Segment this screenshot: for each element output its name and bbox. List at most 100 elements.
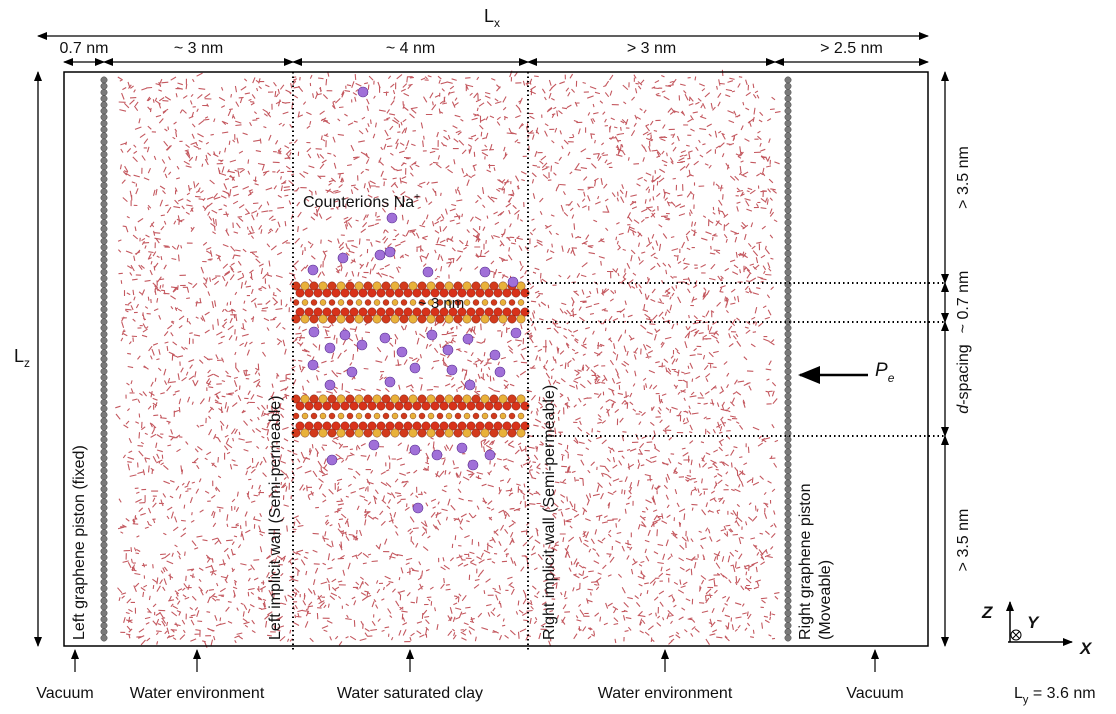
graphene-atom [785, 399, 791, 405]
region-label: Vacuum [846, 685, 904, 702]
graphene-atom [785, 77, 791, 83]
lz-symbol: L [14, 346, 24, 366]
graphene-atom [101, 337, 107, 343]
clay-atom [382, 315, 390, 323]
counterions-text: Counterions Na [303, 194, 414, 211]
sodium-ion [463, 334, 473, 344]
graphene-atom [785, 325, 791, 331]
graphene-atom [101, 294, 107, 300]
clay-atom [473, 300, 479, 306]
graphene-atom [101, 629, 107, 635]
clay-atom [383, 413, 389, 419]
graphene-atom [101, 269, 107, 275]
graphene-atom [101, 579, 107, 585]
graphene-atom [101, 405, 107, 411]
graphene-atom [101, 467, 107, 473]
clay-atom [356, 300, 362, 306]
graphene-atom [101, 77, 107, 83]
lx-symbol: L [484, 6, 494, 26]
graphene-atom [101, 244, 107, 250]
clay-atom [481, 429, 489, 437]
clay-atom [350, 289, 358, 297]
clay-atom [310, 429, 318, 437]
clay-atom [401, 300, 407, 306]
graphene-atom [785, 157, 791, 163]
clay-atom [463, 429, 471, 437]
clay-atom [365, 300, 371, 306]
graphene-atom [785, 573, 791, 579]
graphene-atom [101, 480, 107, 486]
graphene-atom [785, 548, 791, 554]
sodium-ion [485, 450, 495, 460]
counterions-label: Counterions Na+ [303, 192, 420, 211]
water-molecules [115, 70, 780, 648]
sodium-ion [357, 340, 367, 350]
graphene-atom [101, 424, 107, 430]
sodium-ion [508, 277, 518, 287]
graphene-atom [101, 616, 107, 622]
graphene-atom [785, 455, 791, 461]
clay-atom [437, 413, 443, 419]
graphene-atom [101, 498, 107, 504]
clay-atom [319, 429, 327, 437]
graphene-atom [101, 343, 107, 349]
graphene-atom [785, 560, 791, 566]
graphene-atom [101, 232, 107, 238]
graphene-atom [101, 368, 107, 374]
pressure-subscript: e [888, 371, 895, 385]
dimension-label: > 3.5 nm [955, 509, 972, 572]
clay-atom [391, 315, 399, 323]
clay-atom [431, 402, 439, 410]
graphene-atom [101, 418, 107, 424]
graphene-atom [101, 95, 107, 101]
sodium-ion [432, 450, 442, 460]
graphene-atom [785, 188, 791, 194]
sodium-ion [490, 350, 500, 360]
graphene-atom [101, 275, 107, 281]
clay-atom [508, 429, 516, 437]
graphene-atom [101, 170, 107, 176]
clay-atom [410, 300, 416, 306]
clay-atom [311, 413, 317, 419]
clay-atom [476, 289, 484, 297]
graphene-atom [785, 498, 791, 504]
graphene-atom [785, 449, 791, 455]
clay-atom [494, 289, 502, 297]
sodium-ion [511, 328, 521, 338]
clay-atom [485, 402, 493, 410]
diagram: Lx Lz Counterions Na+ ~ 3 nm Pe d-spacin… [0, 0, 1116, 709]
graphene-atom [785, 133, 791, 139]
ly-symbol: L [1014, 685, 1023, 702]
graphene-atom [785, 102, 791, 108]
clay-atom [404, 402, 412, 410]
graphene-atom [785, 120, 791, 126]
graphene-atom [101, 157, 107, 163]
dimension-label: ~ 0.7 nm [955, 271, 972, 334]
clay-atom [364, 315, 372, 323]
clay-atom [509, 413, 515, 419]
graphene-atom [785, 591, 791, 597]
graphene-atom [101, 585, 107, 591]
sodium-ion [387, 213, 397, 223]
clay-atom [320, 413, 326, 419]
graphene-atom [785, 374, 791, 380]
clay-atom [391, 429, 399, 437]
graphene-atom [101, 374, 107, 380]
graphene-atom [785, 288, 791, 294]
graphene-atom [785, 238, 791, 244]
sodium-ion [427, 330, 437, 340]
graphene-atom [785, 505, 791, 511]
clay-atom [500, 413, 506, 419]
graphene-atom [785, 182, 791, 188]
graphene-atom [101, 542, 107, 548]
pressure-label: Pe [875, 360, 895, 385]
clay-atom [323, 402, 331, 410]
graphene-atom [101, 331, 107, 337]
graphene-atom [785, 164, 791, 170]
clay-atom [499, 429, 507, 437]
clay-atom [500, 300, 506, 306]
sodium-ion [443, 345, 453, 355]
sodium-ion [308, 265, 318, 275]
graphene-atom [101, 567, 107, 573]
graphene-atom [785, 554, 791, 560]
